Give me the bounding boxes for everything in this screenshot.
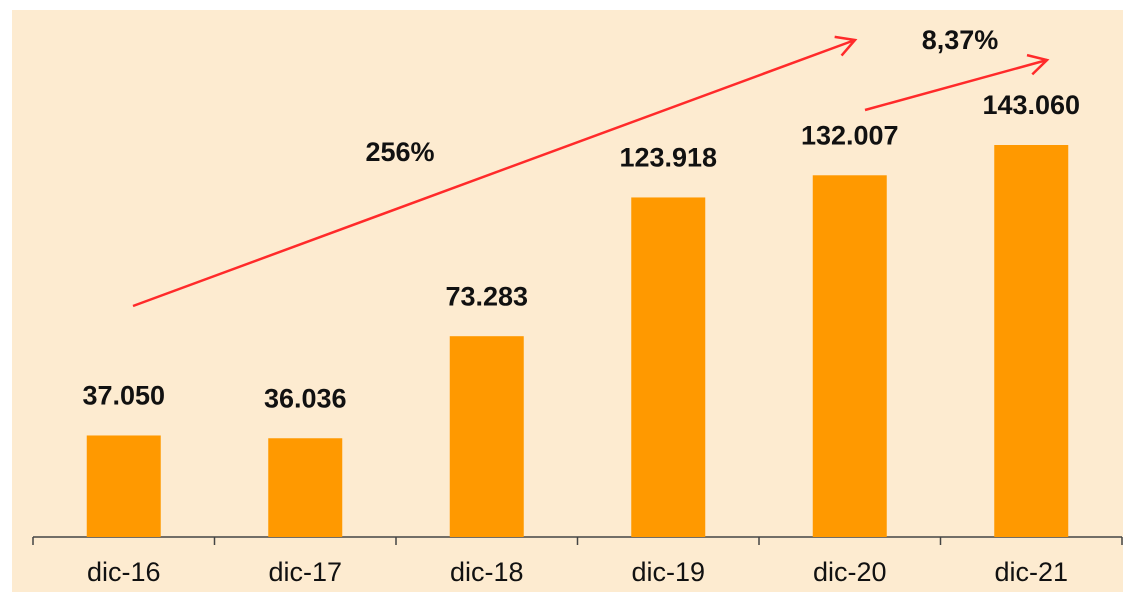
annotation: 8,37%: [922, 25, 999, 55]
bar: [449, 336, 524, 537]
bar: [994, 145, 1069, 537]
value-label: 37.050: [82, 381, 165, 411]
x-tick-label: dic-20: [813, 557, 887, 587]
bar: [86, 435, 161, 537]
x-tick-label: dic-18: [450, 557, 524, 587]
x-tick-label: dic-21: [994, 557, 1068, 587]
trend-arrow: [864, 53, 1050, 112]
bar: [631, 197, 706, 537]
value-label: 132.007: [801, 120, 899, 150]
value-label: 143.060: [982, 90, 1080, 120]
x-tick-label: dic-19: [631, 557, 705, 587]
value-label: 36.036: [264, 383, 347, 413]
value-label: 73.283: [445, 281, 528, 311]
plot-background: [12, 10, 1123, 592]
x-tick-label: dic-17: [268, 557, 342, 587]
value-label: 123.918: [619, 143, 717, 173]
x-tick-label: dic-16: [87, 557, 161, 587]
bar: [268, 438, 343, 537]
annotation: 256%: [365, 137, 434, 167]
trend-arrow: [132, 35, 858, 308]
bar: [812, 175, 887, 537]
